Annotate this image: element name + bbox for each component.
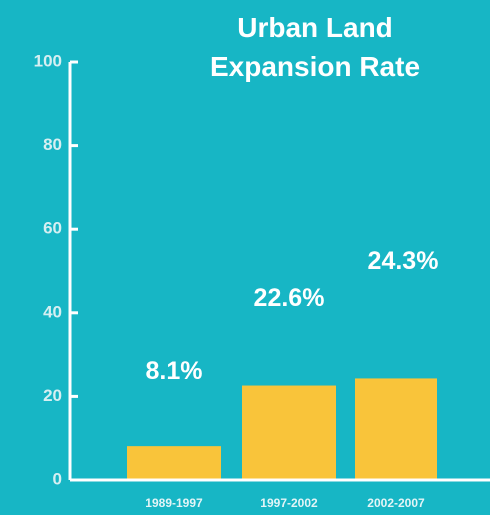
y-tick-label: 100: [34, 51, 62, 70]
y-tick-label: 80: [43, 135, 62, 154]
y-tick-label: 60: [43, 219, 62, 238]
bar: [127, 446, 221, 480]
x-tick-label: 1989-1997: [145, 496, 203, 510]
y-tick-label: 20: [43, 386, 62, 405]
y-tick-label: 40: [43, 302, 62, 321]
x-tick-label: 1997-2002: [260, 496, 318, 510]
bar: [355, 378, 437, 480]
value-label: 24.3%: [368, 247, 439, 275]
chart-title: Urban Land Expansion Rate: [209, 12, 421, 82]
value-label: 22.6%: [254, 284, 325, 312]
bar: [242, 385, 336, 480]
x-tick-label: 2002-2007: [367, 496, 425, 510]
y-tick-label: 0: [53, 469, 62, 488]
value-label: 8.1%: [146, 357, 203, 385]
